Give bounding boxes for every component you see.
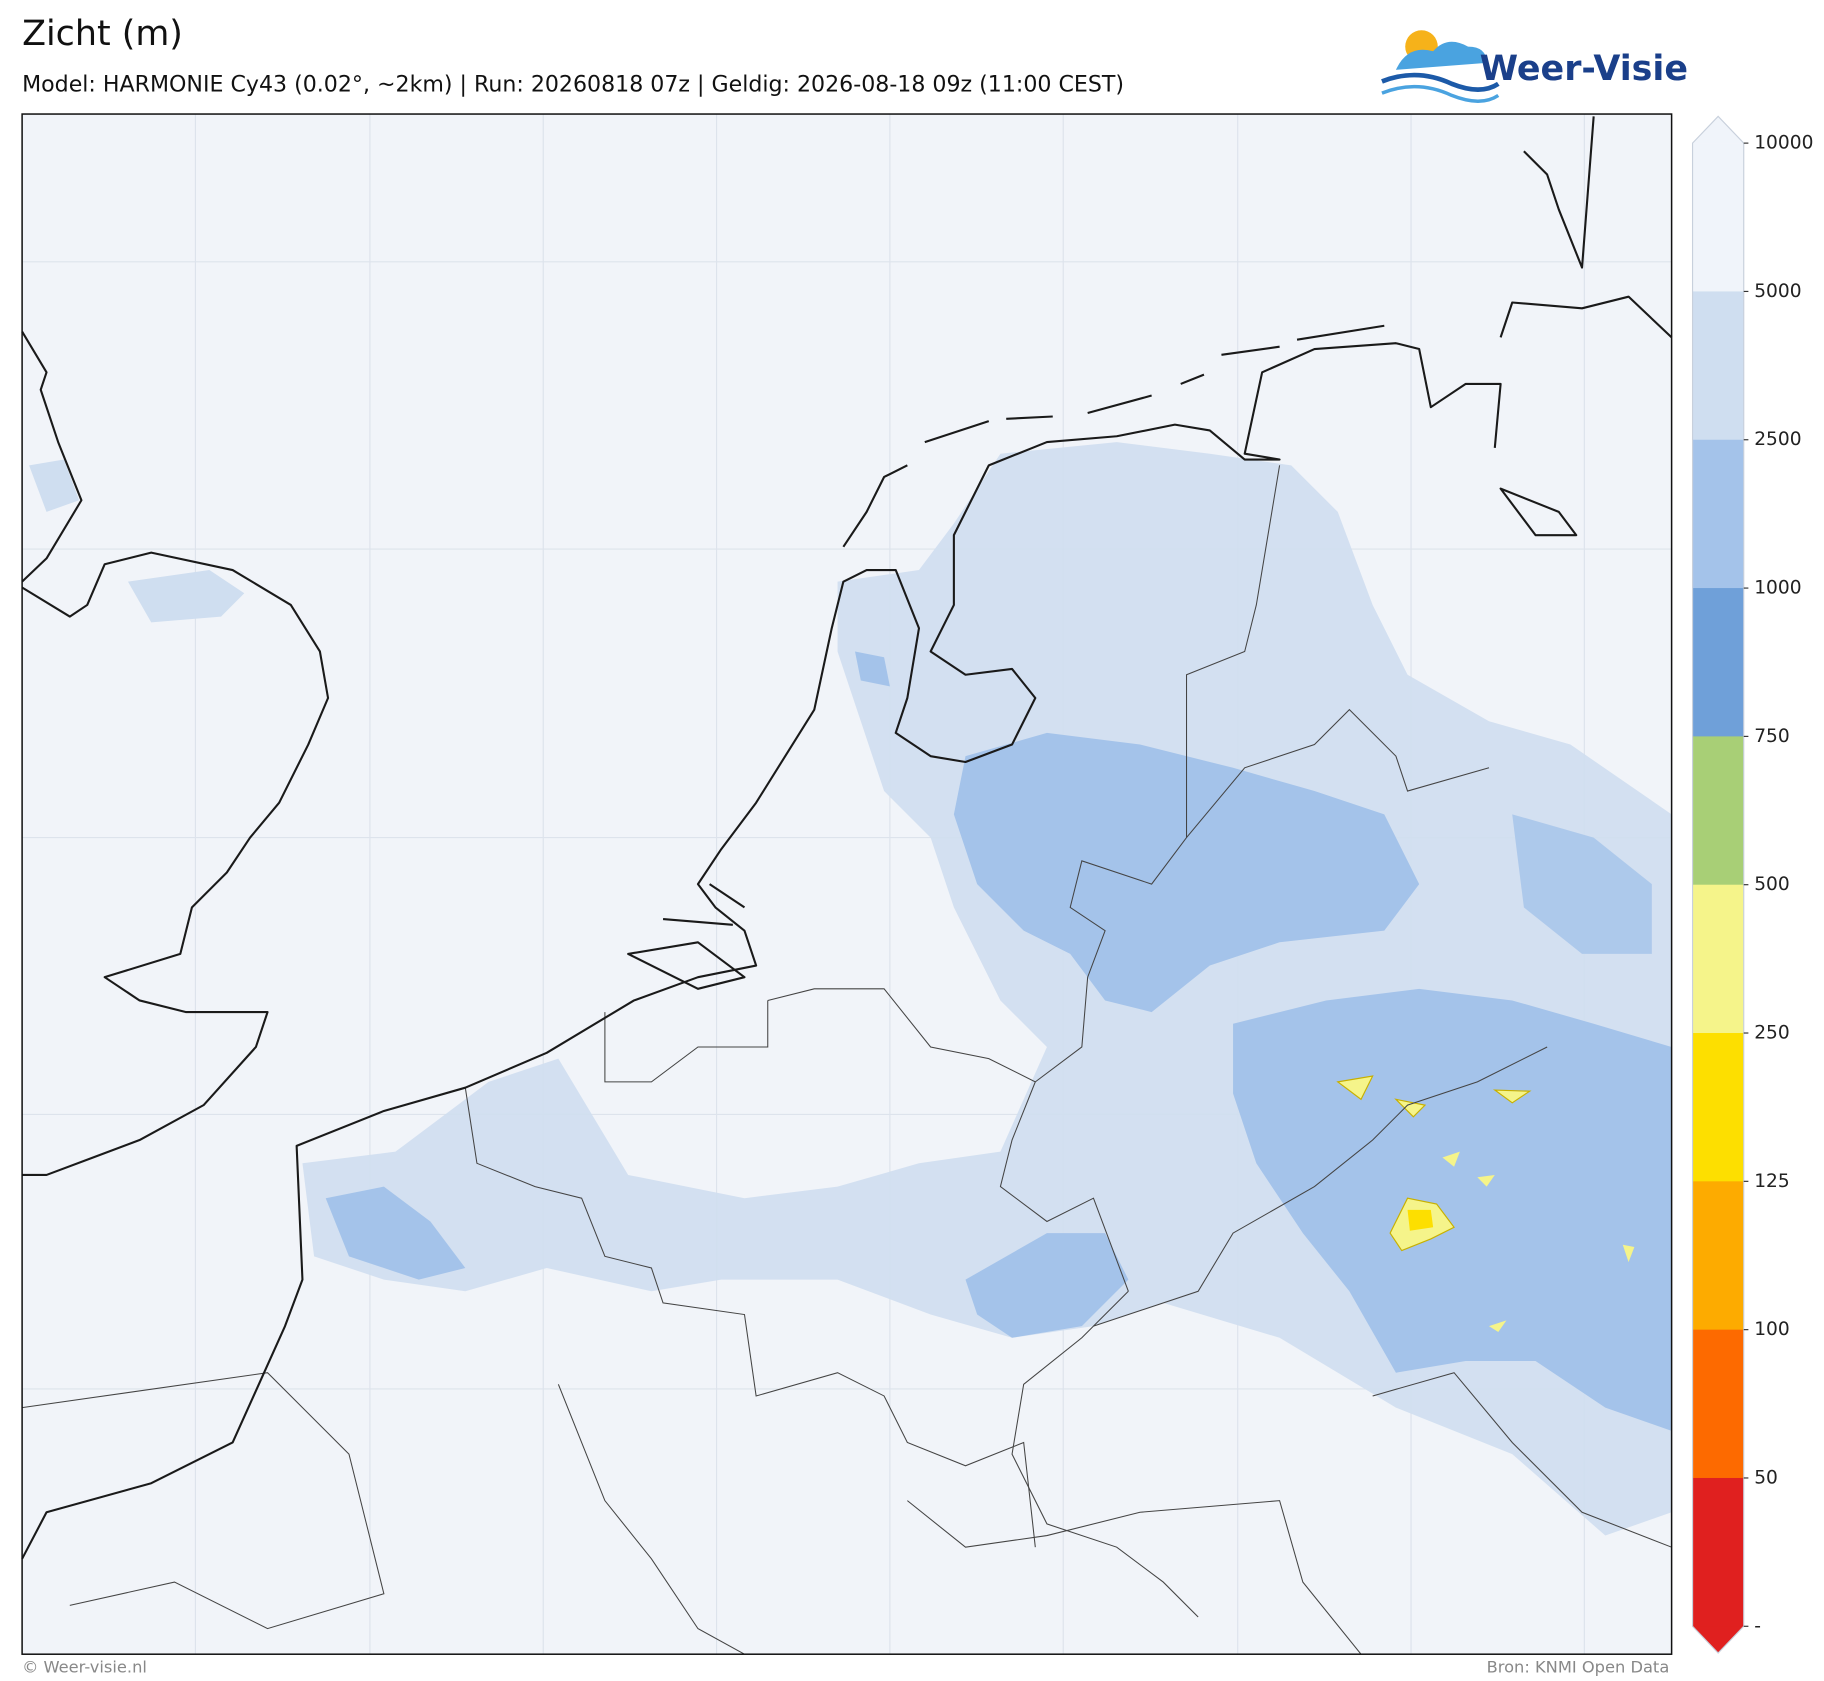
colorbar-segment bbox=[1692, 143, 1744, 293]
colorbar-extend-top bbox=[1692, 116, 1744, 144]
colorbar-segment bbox=[1692, 1033, 1744, 1182]
colorbar-segment bbox=[1692, 1477, 1744, 1627]
colorbar-segment bbox=[1692, 1329, 1744, 1479]
colorbar-segment bbox=[1692, 884, 1744, 1034]
borders bbox=[22, 465, 1672, 1655]
colorbar-segment bbox=[1692, 588, 1744, 737]
colorbar-extend-bottom bbox=[1692, 1626, 1744, 1654]
subtitle: Model: HARMONIE Cy43 (0.02°, ~2km) | Run… bbox=[22, 71, 1124, 97]
colorbar-tick-label: 250 bbox=[1754, 1023, 1790, 1044]
colorbar-tick-label: 1000 bbox=[1754, 578, 1801, 599]
title: Zicht (m) bbox=[22, 14, 183, 54]
logo-text: Weer-Visie bbox=[1480, 49, 1688, 89]
logo: Weer-Visie bbox=[1381, 30, 1688, 103]
colorbar-tick-label: 5000 bbox=[1754, 281, 1801, 302]
colorbar-tick-label: 10000 bbox=[1754, 133, 1813, 154]
colorbar-tick-label: 100 bbox=[1754, 1319, 1790, 1340]
map-frame bbox=[21, 113, 1673, 1655]
colorbar-tick-label: 2500 bbox=[1754, 429, 1801, 450]
colorbar-tick-label: 500 bbox=[1754, 874, 1790, 895]
coastline bbox=[21, 116, 1673, 1560]
colorbar-segment bbox=[1692, 439, 1744, 589]
map bbox=[21, 113, 1673, 1655]
visibility-field bbox=[29, 442, 1672, 1536]
colorbar-segment bbox=[1692, 736, 1744, 886]
colorbar-segment bbox=[1692, 1181, 1744, 1331]
colorbar: 10000 5000 2500 1000 750 500 250 125 100 50 - bbox=[1691, 115, 1813, 1654]
colorbar-tick-label: 125 bbox=[1754, 1171, 1790, 1192]
colorbar-tick-label: - bbox=[1754, 1616, 1761, 1637]
colorbar-segment bbox=[1692, 291, 1744, 441]
footer-right: Bron: KNMI Open Data bbox=[1487, 1658, 1670, 1677]
footer-left: © Weer-visie.nl bbox=[22, 1658, 147, 1677]
colorbar-tick-label: 750 bbox=[1754, 726, 1790, 747]
colorbar-tick-label: 50 bbox=[1754, 1467, 1778, 1488]
